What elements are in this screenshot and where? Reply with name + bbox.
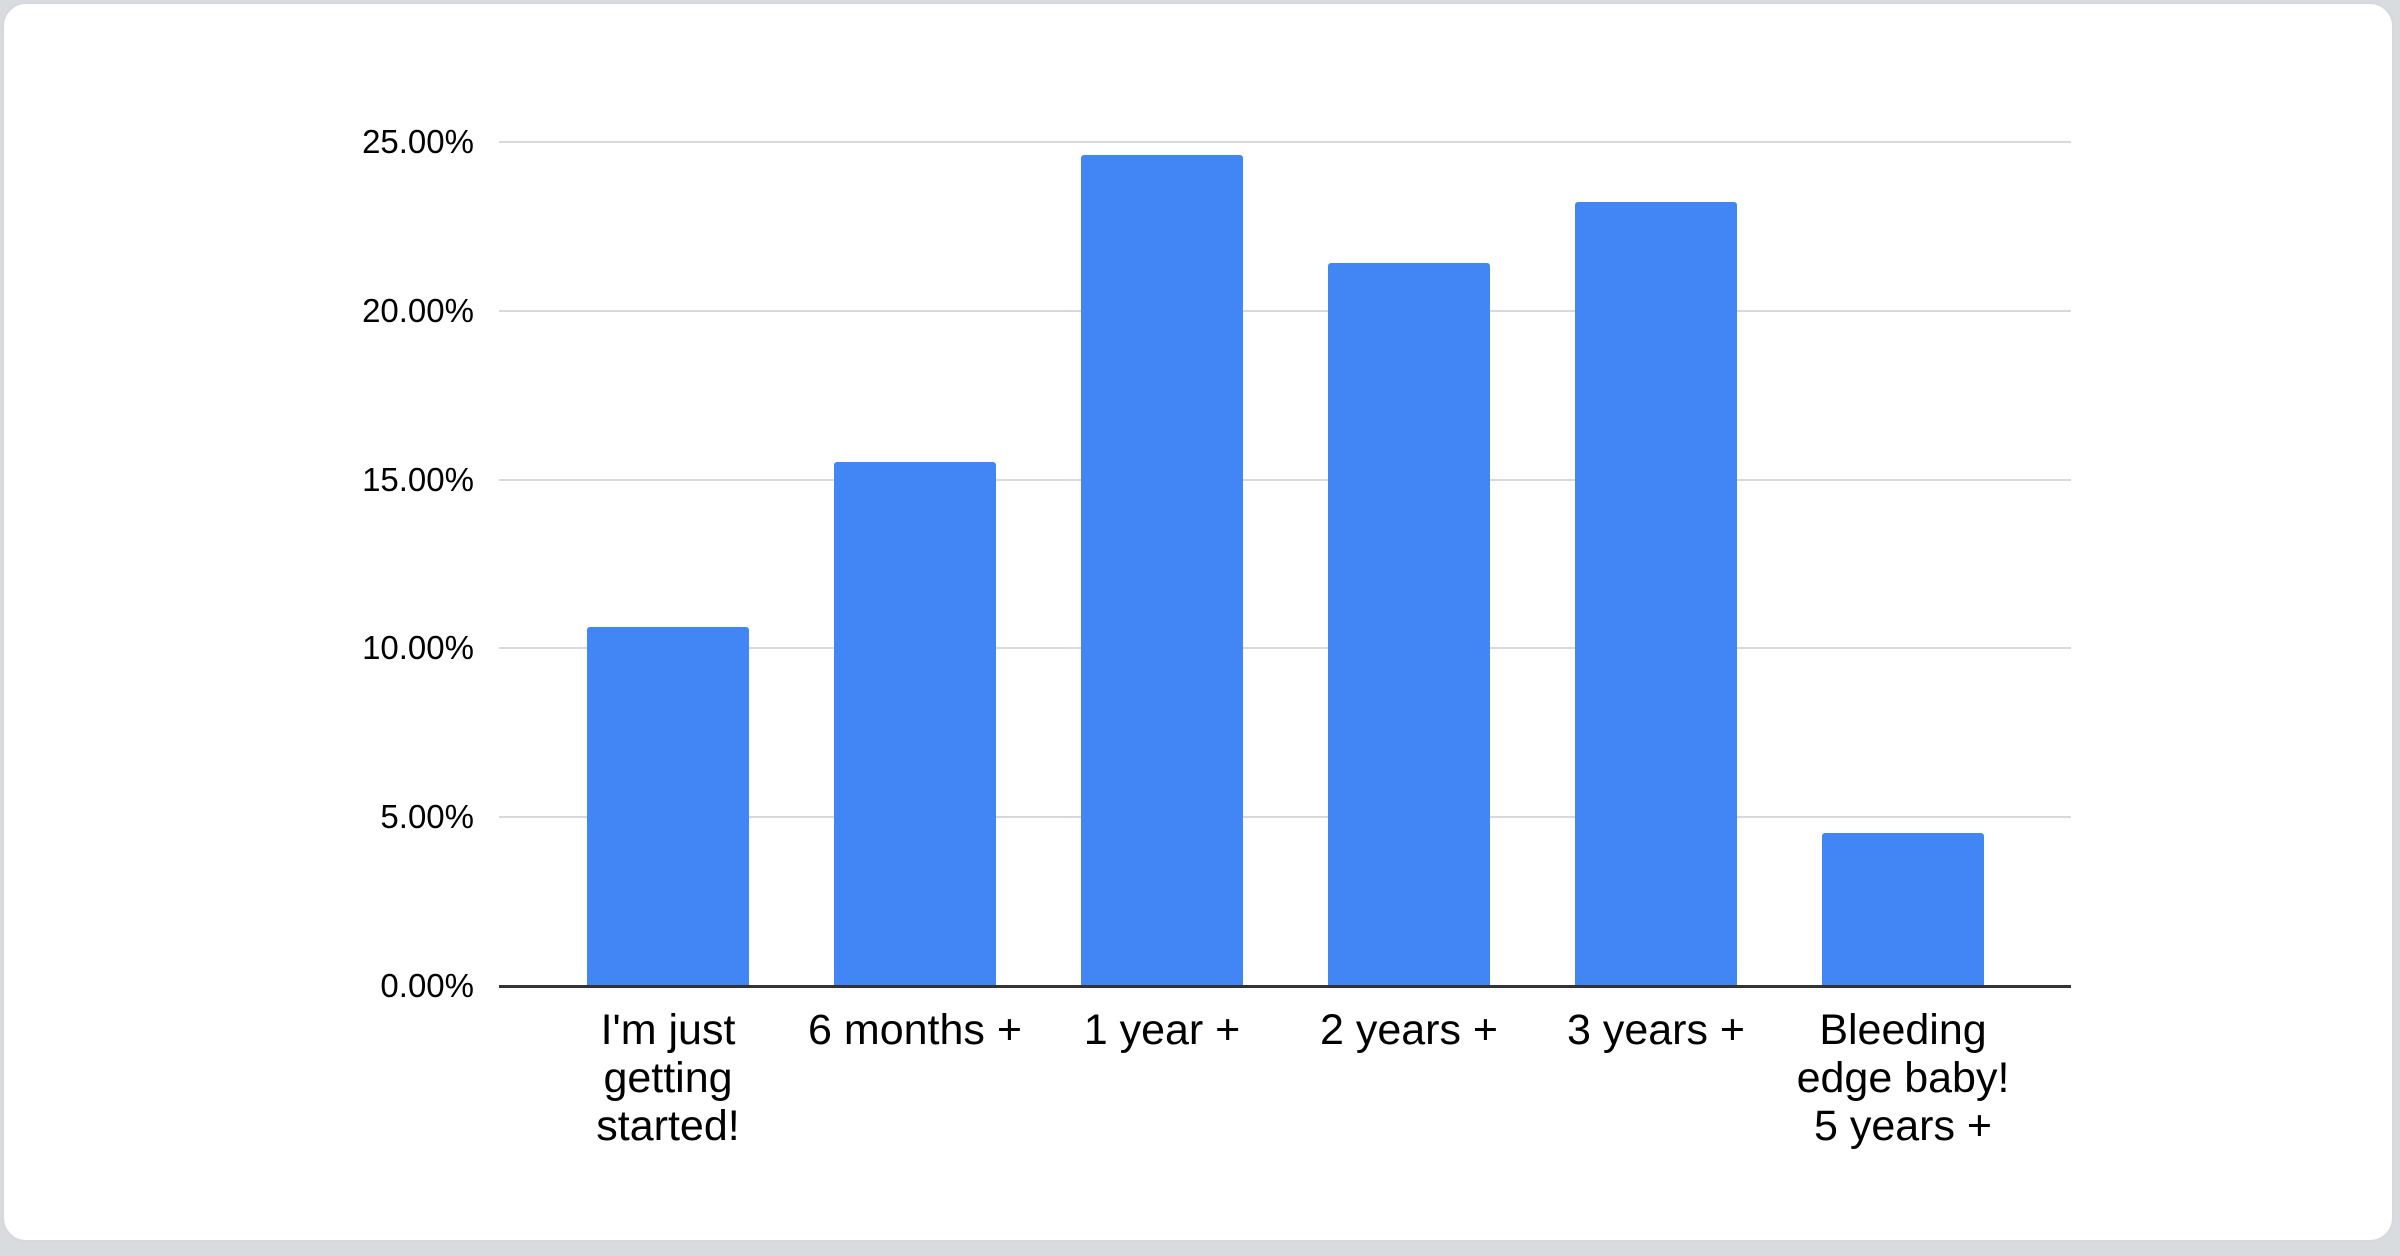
bar-5[interactable] bbox=[1575, 202, 1737, 985]
x-axis-category-label: I'm just getting started! bbox=[596, 1006, 740, 1150]
bar-1[interactable] bbox=[587, 627, 749, 985]
x-axis-category-label: Bleeding edge baby! 5 years + bbox=[1796, 1006, 2010, 1150]
bar-4[interactable] bbox=[1328, 263, 1490, 985]
y-axis-tick-label: 20.00% bbox=[362, 292, 474, 329]
bar-chart: 25.00% 20.00% 15.00% 10.00% 5.00% 0.00% I'm ju… bbox=[4, 4, 2392, 1240]
y-axis-tick-label: 5.00% bbox=[380, 798, 474, 835]
bar-2[interactable] bbox=[834, 462, 996, 985]
gridline bbox=[499, 310, 2071, 312]
gridline bbox=[499, 816, 2071, 818]
gridline bbox=[499, 479, 2071, 481]
x-axis-category-label: 2 years + bbox=[1319, 1006, 1499, 1054]
x-axis-line bbox=[499, 985, 2071, 988]
y-axis-tick-label: 0.00% bbox=[380, 967, 474, 1004]
bar-6[interactable] bbox=[1822, 833, 1984, 985]
y-axis-tick-label: 15.00% bbox=[362, 461, 474, 498]
y-axis-tick-label: 25.00% bbox=[362, 123, 474, 160]
bar-3[interactable] bbox=[1081, 155, 1243, 985]
x-axis-category-label: 1 year + bbox=[1083, 1006, 1241, 1054]
y-axis-tick-label: 10.00% bbox=[362, 629, 474, 666]
x-axis-category-label: 6 months + bbox=[808, 1006, 1022, 1054]
gridline bbox=[499, 141, 2071, 143]
x-axis-category-label: 3 years + bbox=[1566, 1006, 1746, 1054]
gridline bbox=[499, 647, 2071, 649]
